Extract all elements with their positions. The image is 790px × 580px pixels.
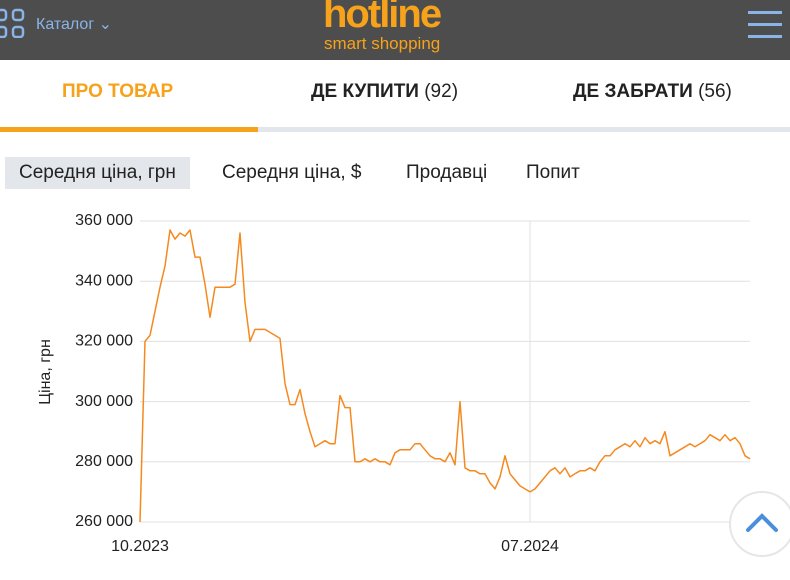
tab[interactable]: ПРО ТОВАР <box>62 81 173 103</box>
y-axis-title: Ціна, грн <box>37 339 54 405</box>
tab-count: (92) <box>424 81 459 102</box>
y-tick-label: 320 000 <box>75 333 133 350</box>
x-tick-label: 10.2023 <box>111 538 169 555</box>
price-line <box>139 229 751 523</box>
y-tick-label: 360 000 <box>75 212 133 229</box>
logo[interactable]: hotline <box>323 0 442 36</box>
tab-count: (56) <box>698 81 732 102</box>
tagline: smart shopping <box>324 34 441 53</box>
tab[interactable]: ДЕ ЗАБРАТИ (56) <box>573 81 732 103</box>
scroll-top-button[interactable] <box>727 489 790 559</box>
catalog-text: Каталог <box>36 16 95 33</box>
tab[interactable]: ДЕ КУПИТИ (92) <box>311 81 458 103</box>
catalog-icon[interactable] <box>0 8 30 38</box>
tab-label: ДЕ КУПИТИ <box>311 81 419 102</box>
x-tick-label: 07.2024 <box>501 538 559 555</box>
chart-tab[interactable]: Середня ціна, грн <box>5 157 190 189</box>
tab-label: ДЕ ЗАБРАТИ <box>573 81 693 102</box>
chart-tab[interactable]: Середня ціна, $ <box>222 162 362 183</box>
tab-indicator <box>0 127 258 132</box>
tab-divider <box>0 127 790 132</box>
chart-tab[interactable]: Продавці <box>406 162 488 183</box>
y-tick-label: 340 000 <box>75 272 133 289</box>
y-tick-label: 260 000 <box>75 513 133 530</box>
menu-button[interactable] <box>746 9 786 43</box>
header: Каталог ⌄ hotline smart shopping <box>0 0 790 60</box>
y-tick-label: 300 000 <box>75 393 133 410</box>
tab-label: ПРО ТОВАР <box>62 81 174 102</box>
catalog-link[interactable]: Каталог ⌄ <box>36 16 113 33</box>
y-tick-label: 280 000 <box>75 453 133 470</box>
chart-tab[interactable]: Попит <box>526 162 580 183</box>
